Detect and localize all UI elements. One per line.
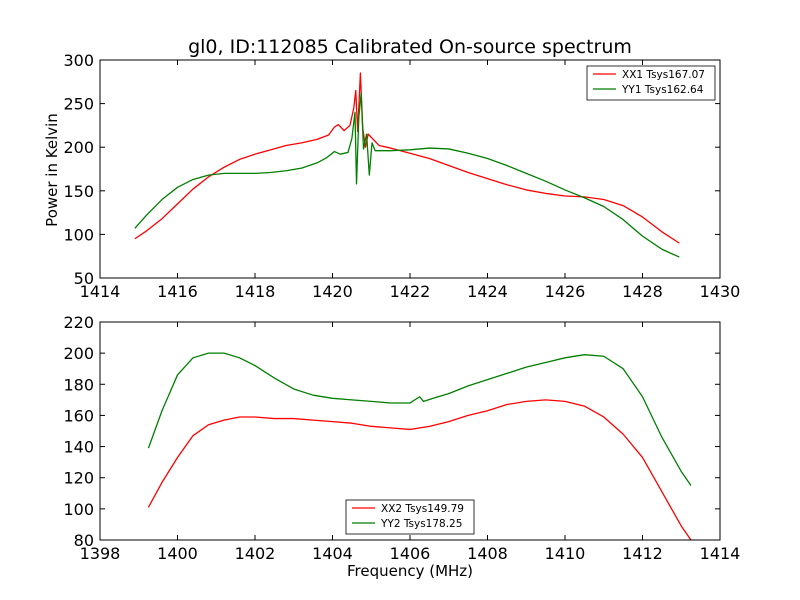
bottom-spectrum-panel: Frequency (MHz) 1398 1400 1402 1404 1406 1408… bbox=[63, 313, 740, 580]
bottom-series-line-0 bbox=[147, 399, 692, 541]
bottom-legend-label-yy2: YY2 Tsys178.25 bbox=[380, 518, 462, 530]
top-x-tick-label: 1430 bbox=[700, 282, 741, 301]
top-legend-label-yy1: YY1 Tsys162.64 bbox=[621, 84, 704, 96]
top-y-tick-label: 200 bbox=[63, 138, 94, 157]
top-x-tick-label: 1424 bbox=[467, 282, 508, 301]
bottom-x-tick-label: 1412 bbox=[622, 544, 663, 563]
top-legend-label-xx1: XX1 Tsys167.07 bbox=[622, 69, 705, 81]
bottom-y-tick-label: 80 bbox=[74, 531, 94, 550]
bottom-x-tick-label: 1410 bbox=[545, 544, 586, 563]
top-x-tick-label: 1428 bbox=[622, 282, 663, 301]
bottom-legend-box bbox=[345, 499, 475, 535]
top-y-tick-label: 150 bbox=[63, 182, 94, 201]
bottom-y-tick-label: 120 bbox=[63, 469, 94, 488]
top-legend: XX1 Tsys167.07 YY1 Tsys162.64 bbox=[586, 65, 716, 101]
top-series-line-1 bbox=[134, 92, 680, 258]
top-y-tick-label: 300 bbox=[63, 51, 94, 70]
top-x-tick-label: 1418 bbox=[235, 282, 276, 301]
bottom-legend-label-xx2: XX2 Tsys149.79 bbox=[381, 503, 464, 515]
bottom-x-tick-label: 1408 bbox=[467, 544, 508, 563]
bottom-series-layer bbox=[147, 352, 692, 541]
top-y-tick-label: 50 bbox=[74, 269, 94, 288]
bottom-x-tick-label: 1398 bbox=[80, 544, 121, 563]
bottom-x-tick-label: 1400 bbox=[157, 544, 198, 563]
x-axis-label: Frequency (MHz) bbox=[347, 562, 473, 580]
top-y-tick-label: 100 bbox=[63, 225, 94, 244]
top-x-tick-label: 1416 bbox=[157, 282, 198, 301]
bottom-x-tick-label: 1402 bbox=[235, 544, 276, 563]
bottom-y-tick-label: 140 bbox=[63, 438, 94, 457]
bottom-x-tick-label: 1406 bbox=[390, 544, 431, 563]
bottom-y-tick-label: 180 bbox=[63, 375, 94, 394]
bottom-y-tick-label: 160 bbox=[63, 406, 94, 425]
top-series-line-0 bbox=[134, 72, 680, 244]
top-legend-box bbox=[586, 65, 716, 101]
top-x-tick-label: 1414 bbox=[80, 282, 121, 301]
bottom-legend: XX2 Tsys149.79 YY2 Tsys178.25 bbox=[345, 499, 475, 535]
top-x-tick-label: 1422 bbox=[390, 282, 431, 301]
top-x-tick-label: 1420 bbox=[312, 282, 353, 301]
bottom-x-tick-label: 1414 bbox=[700, 544, 741, 563]
top-spectrum-panel: gl0, ID:112085 Calibrated On-source spec… bbox=[43, 36, 740, 301]
bottom-y-tick-label: 100 bbox=[63, 500, 94, 519]
bottom-y-tick-label: 220 bbox=[63, 313, 94, 332]
top-series-layer bbox=[134, 72, 680, 258]
top-tick-layer: 1414 1416 1418 1420 1422 1424 1426 1428 1430 50 10… bbox=[63, 51, 740, 301]
top-x-tick-label: 1426 bbox=[545, 282, 586, 301]
top-y-tick-label: 250 bbox=[63, 95, 94, 114]
bottom-series-line-1 bbox=[147, 352, 692, 486]
bottom-y-tick-label: 200 bbox=[63, 344, 94, 363]
bottom-x-tick-label: 1404 bbox=[312, 544, 353, 563]
top-axes-frame bbox=[99, 59, 721, 279]
chart-title: gl0, ID:112085 Calibrated On-source spec… bbox=[188, 36, 632, 58]
bottom-axes-frame bbox=[99, 321, 721, 541]
top-y-axis-label: Power in Kelvin bbox=[43, 113, 61, 227]
